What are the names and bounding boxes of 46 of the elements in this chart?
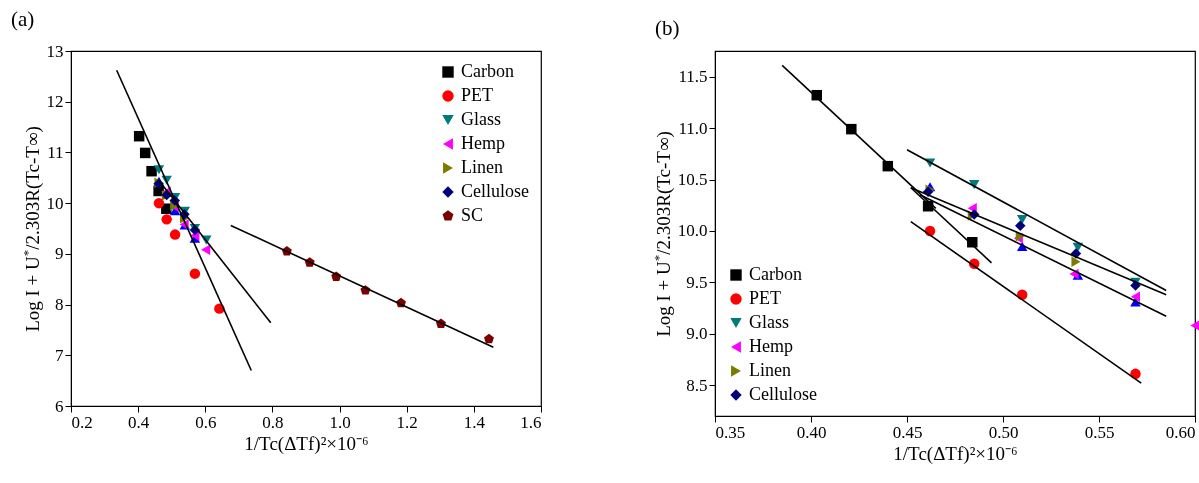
legend-label: Cellulose bbox=[749, 384, 817, 404]
y-tick-label: 8.5 bbox=[686, 375, 708, 395]
legend-label: Hemp bbox=[749, 336, 793, 356]
y-tick-label: 10.0 bbox=[677, 221, 708, 241]
y-tick-label: 8 bbox=[55, 295, 64, 315]
chart-title: (a) bbox=[11, 7, 35, 31]
x-tick-label: 0.50 bbox=[988, 422, 1019, 442]
legend-label: PET bbox=[461, 85, 494, 105]
y-tick-label: 11.5 bbox=[678, 67, 708, 87]
y-tick-label: 9.0 bbox=[686, 324, 708, 344]
x-tick-label: 1.2 bbox=[396, 412, 418, 432]
chart-title: (b) bbox=[655, 16, 680, 40]
x-tick-label: 0.8 bbox=[262, 412, 284, 432]
legend-label: Cellulose bbox=[461, 181, 529, 201]
y-tick-label: 12 bbox=[46, 92, 64, 112]
legend-label: PET bbox=[749, 288, 782, 308]
y-tick-label: 9 bbox=[55, 244, 64, 264]
x-tick-label: 0.40 bbox=[796, 422, 827, 442]
y-tick-label: 11.0 bbox=[678, 118, 708, 138]
y-tick-label: 13 bbox=[46, 41, 64, 61]
x-tick-label: 0.60 bbox=[1165, 422, 1196, 442]
y-tick-label: 9.5 bbox=[686, 272, 708, 292]
legend-label: Carbon bbox=[749, 264, 802, 284]
x-tick-label: 0.2 bbox=[71, 412, 93, 432]
y-tick-label: 7 bbox=[55, 345, 64, 365]
x-tick-label: 1.0 bbox=[329, 412, 351, 432]
legend-label: SC bbox=[461, 205, 484, 225]
x-tick-label: 0.35 bbox=[715, 422, 746, 442]
y-tick-label: 10.5 bbox=[677, 170, 708, 190]
legend-label: Linen bbox=[461, 157, 503, 177]
x-tick-label: 0.45 bbox=[892, 422, 923, 442]
x-tick-label: 1.4 bbox=[463, 412, 486, 432]
legend-label: Carbon bbox=[461, 61, 514, 81]
legend-label: Glass bbox=[461, 109, 501, 129]
x-tick-label: 0.6 bbox=[195, 412, 217, 432]
y-tick-label: 10 bbox=[46, 193, 64, 213]
x-axis-title: 1/Tc(ΔTf)²×10⁻⁶ bbox=[244, 432, 369, 455]
x-tick-label: 1.6 bbox=[520, 412, 542, 432]
y-tick-label: 11 bbox=[47, 142, 64, 162]
legend-label: Glass bbox=[749, 312, 789, 332]
legend-label: Hemp bbox=[461, 133, 505, 153]
x-axis-title: 1/Tc(ΔTf)²×10⁻⁶ bbox=[893, 442, 1018, 465]
x-tick-label: 0.55 bbox=[1084, 422, 1115, 442]
x-tick-label: 0.4 bbox=[128, 412, 150, 432]
y-tick-label: 6 bbox=[55, 396, 64, 416]
legend-label: Linen bbox=[749, 360, 791, 380]
